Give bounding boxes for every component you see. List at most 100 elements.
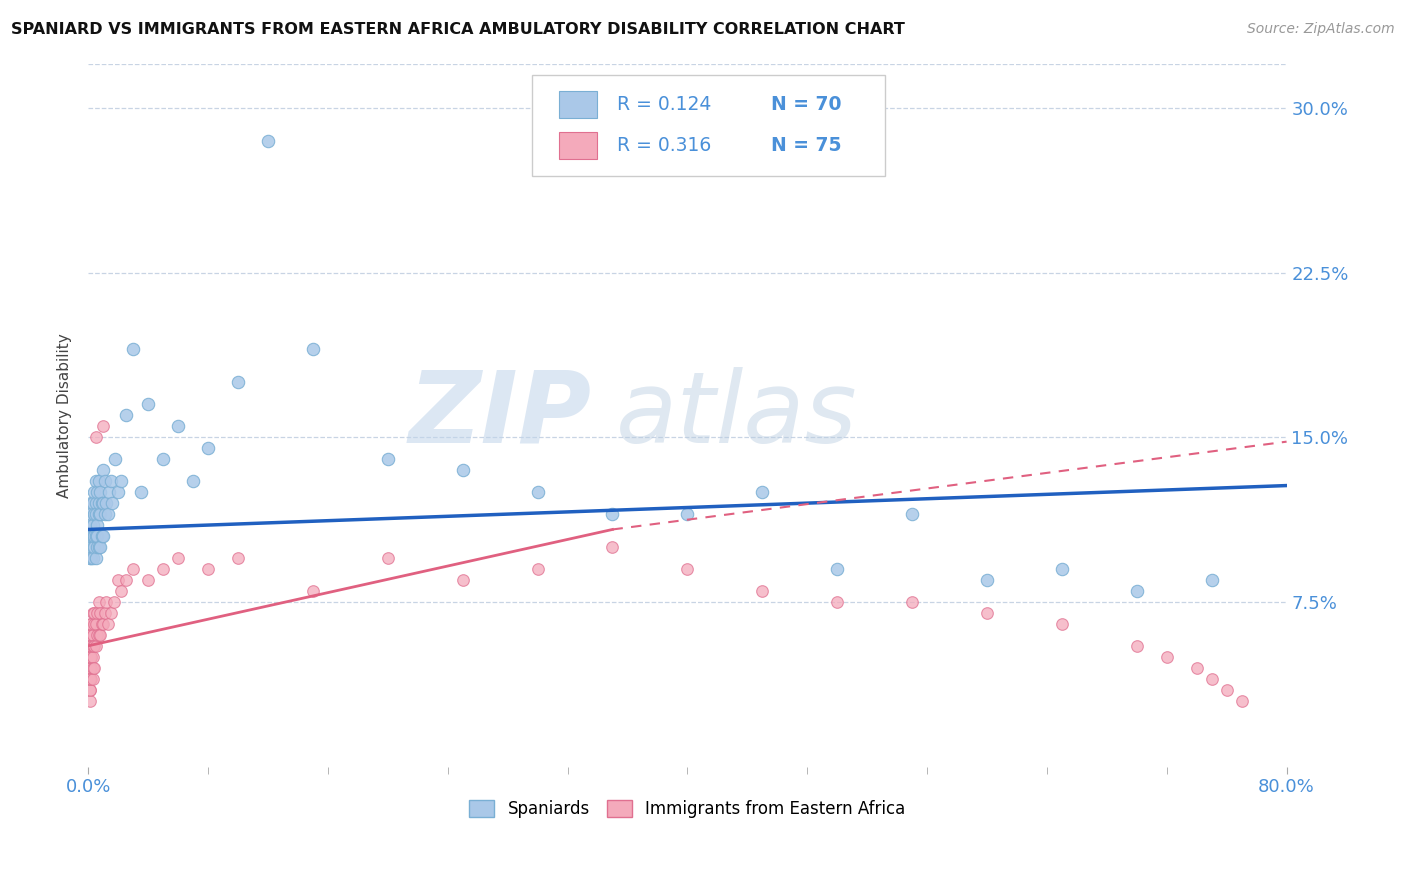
Point [80, 616, 103, 631]
Point [82, 496, 104, 510]
Point [110, 474, 132, 488]
Point [79, 529, 101, 543]
Point [451, 463, 474, 477]
Point [84, 616, 107, 631]
Point [79, 628, 101, 642]
Point [89, 628, 111, 642]
Point [83, 661, 105, 675]
Point [89, 485, 111, 500]
Point [82, 649, 104, 664]
Point [84, 529, 107, 543]
Point [226, 551, 249, 566]
Point [1050, 616, 1073, 631]
Point [197, 562, 219, 576]
Point [87, 474, 110, 488]
Point [82, 628, 104, 642]
Point [97, 507, 120, 521]
Point [79, 672, 101, 686]
Point [1201, 573, 1223, 587]
Text: Source: ZipAtlas.com: Source: ZipAtlas.com [1247, 22, 1395, 37]
Point [89, 507, 111, 521]
Point [676, 562, 699, 576]
Point [87, 540, 110, 554]
Point [79, 682, 101, 697]
Point [79, 616, 101, 631]
Point [79, 639, 101, 653]
Point [79, 649, 101, 664]
Point [87, 595, 110, 609]
Point [122, 343, 145, 357]
Point [80, 496, 103, 510]
Point [136, 573, 159, 587]
Point [87, 496, 110, 510]
Point [86, 518, 108, 533]
Point [82, 606, 104, 620]
Point [82, 661, 104, 675]
Point [1156, 649, 1178, 664]
Point [1185, 661, 1208, 675]
Point [451, 573, 474, 587]
Point [1201, 672, 1223, 686]
Point [86, 606, 108, 620]
Point [751, 485, 773, 500]
Point [79, 639, 101, 653]
Point [83, 507, 105, 521]
Point [901, 595, 924, 609]
Point [80, 628, 103, 642]
Point [122, 562, 145, 576]
Point [152, 562, 174, 576]
Point [257, 134, 280, 148]
Point [80, 649, 103, 664]
Point [91, 529, 114, 543]
Point [82, 540, 104, 554]
Point [79, 649, 101, 664]
Point [82, 672, 104, 686]
Point [90, 496, 112, 510]
Point [83, 639, 105, 653]
Text: R = 0.316: R = 0.316 [617, 136, 711, 155]
Point [110, 583, 132, 598]
Point [94, 595, 117, 609]
Point [84, 474, 107, 488]
Point [84, 496, 107, 510]
Point [80, 649, 103, 664]
Point [825, 595, 848, 609]
Point [602, 540, 624, 554]
FancyBboxPatch shape [560, 92, 598, 118]
Point [82, 518, 104, 533]
Point [976, 606, 998, 620]
Point [83, 616, 105, 631]
Text: R = 0.124: R = 0.124 [617, 95, 711, 114]
Point [80, 551, 103, 566]
Point [89, 540, 111, 554]
Point [107, 573, 129, 587]
Point [89, 606, 111, 620]
Point [1215, 682, 1237, 697]
Point [751, 583, 773, 598]
Text: atlas: atlas [616, 367, 858, 464]
Point [100, 474, 122, 488]
Point [167, 419, 190, 434]
Point [302, 343, 325, 357]
Point [87, 507, 110, 521]
Point [197, 442, 219, 456]
Point [377, 452, 399, 467]
Point [91, 616, 114, 631]
Point [84, 507, 107, 521]
Point [91, 463, 114, 477]
Point [825, 562, 848, 576]
Point [93, 606, 115, 620]
Point [80, 661, 103, 675]
Point [79, 672, 101, 686]
Point [181, 474, 204, 488]
Point [79, 518, 101, 533]
Point [86, 529, 108, 543]
Point [1126, 639, 1149, 653]
Point [526, 485, 548, 500]
Point [94, 496, 117, 510]
Point [976, 573, 998, 587]
Point [80, 529, 103, 543]
Point [526, 562, 548, 576]
Point [80, 639, 103, 653]
FancyBboxPatch shape [560, 132, 598, 159]
